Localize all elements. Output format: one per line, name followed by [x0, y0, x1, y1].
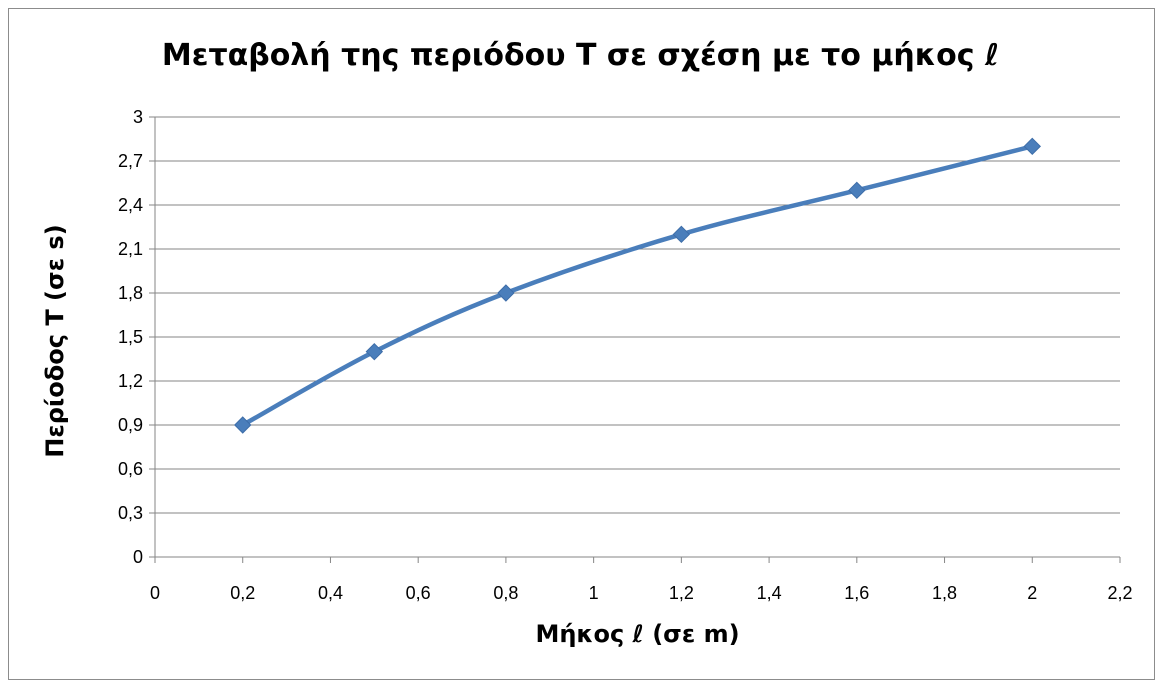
y-axis-title: Περίοδος Τ (σε s): [41, 224, 69, 458]
data-point-marker: [672, 225, 691, 244]
data-point-marker: [1023, 137, 1041, 156]
y-tick-label: 2,4: [118, 195, 143, 215]
data-point-marker: [848, 181, 866, 200]
gridlines: [155, 116, 1120, 514]
axes: [149, 116, 1121, 563]
x-tick-label: 1,6: [844, 583, 869, 603]
x-tick-label: 0,2: [230, 583, 255, 603]
x-tick-label: 2,2: [1107, 583, 1132, 603]
y-tick-label: 1,5: [118, 327, 143, 347]
chart-area: [8, 8, 1155, 680]
x-tick-label: 1,8: [932, 583, 957, 603]
chart-title: Μεταβολή της περιόδου Τ σε σχέση με το μ…: [161, 38, 1000, 73]
data-point-marker: [234, 416, 252, 434]
y-tick-label: 2,7: [118, 151, 143, 171]
x-tick-label: 0,6: [406, 583, 431, 603]
x-tick-label: 1: [589, 583, 599, 603]
y-tick-label: 1,8: [118, 283, 143, 303]
y-tick-label: 1,2: [118, 371, 143, 391]
y-tick-label: 3: [133, 107, 143, 127]
data-series: [234, 137, 1041, 434]
x-tick-label: 0,8: [493, 583, 518, 603]
x-tick-label: 0,4: [318, 583, 343, 603]
data-point-marker: [365, 342, 384, 361]
y-tick-label: 0,6: [118, 459, 143, 479]
y-tick-label: 2,1: [118, 239, 143, 259]
x-axis-title: Μήκος ℓ (σε m): [535, 620, 740, 648]
x-tick-label: 1,2: [669, 583, 694, 603]
y-tick-label: 0,9: [118, 415, 143, 435]
tick-labels: 0 0,3 0,6 0,9 1,2 1,5 1,8 2,1 2,4 2,7 3 0 0,2 0,4 0,6 0…: [118, 107, 1133, 603]
series-line: [240, 144, 1035, 428]
x-tick-label: 2: [1027, 583, 1037, 603]
y-tick-label: 0,3: [118, 503, 143, 523]
data-point-marker: [497, 284, 515, 302]
x-tick-label: 1,4: [757, 583, 782, 603]
y-tick-label: 0: [133, 547, 143, 567]
x-tick-label: 0: [150, 583, 160, 603]
